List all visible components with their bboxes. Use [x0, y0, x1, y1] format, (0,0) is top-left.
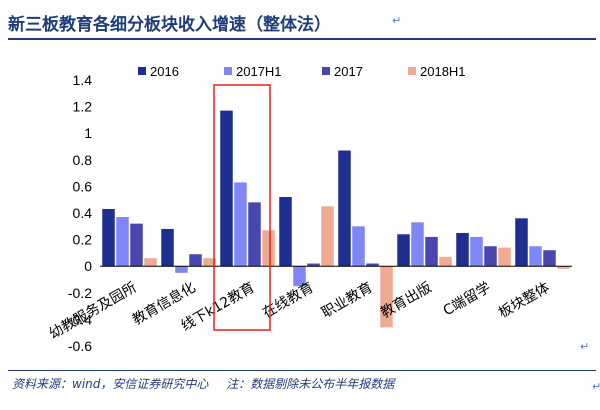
bar-chart: -0.6-0.4-0.200.20.40.60.811.21.4幼教服务及园所教… — [47, 64, 572, 354]
bar-2017h1 — [411, 222, 424, 267]
legend-label: 2017H1 — [236, 64, 282, 79]
header-rule — [8, 38, 596, 40]
bar-2017h1 — [116, 216, 129, 267]
bar-2017 — [425, 236, 438, 267]
bar-2018h1 — [262, 230, 275, 267]
category-label: 在线教育 — [260, 280, 316, 322]
bar-2017h1 — [529, 246, 542, 267]
bar-2017h1 — [234, 182, 247, 267]
source-text: 资料来源：wind，安信证券研究中心 — [12, 377, 209, 391]
legend-swatch — [322, 67, 330, 75]
paragraph-mark-icon: ↵ — [580, 340, 590, 353]
bar-2017h1 — [352, 226, 365, 267]
category-label: 板块整体 — [496, 280, 552, 322]
highlight-box — [213, 84, 271, 331]
bar-2018h1 — [439, 256, 452, 267]
bar-2018h1 — [380, 266, 393, 328]
bar-2017h1 — [175, 266, 188, 273]
paragraph-mark-icon: ↵ — [592, 380, 600, 393]
y-tick-label: 0.2 — [73, 232, 93, 248]
bar-2016 — [102, 209, 115, 267]
bar-2017h1 — [470, 236, 483, 267]
y-tick-label: -0.6 — [68, 338, 92, 354]
bar-2016 — [338, 150, 351, 267]
y-tick-label: 0.4 — [73, 205, 93, 221]
y-tick-label: 0 — [84, 258, 92, 274]
bar-2017 — [484, 246, 497, 267]
bar-2016 — [220, 110, 233, 267]
bar-2016 — [161, 228, 174, 267]
bar-2017 — [248, 202, 261, 267]
bar-2016 — [279, 197, 292, 267]
bar-2018h1 — [203, 258, 216, 267]
category-label: 幼教服务及园所 — [47, 280, 140, 343]
y-tick-label: -0.4 — [68, 311, 92, 327]
bar-2016 — [397, 234, 410, 267]
bar-2018h1 — [498, 247, 511, 267]
bar-2017h1 — [293, 266, 306, 287]
legend-swatch — [138, 67, 146, 75]
legend-label: 2016 — [150, 64, 179, 79]
bar-2018h1 — [321, 206, 334, 267]
legend-swatch — [224, 67, 232, 75]
bar-2017 — [366, 263, 379, 267]
bar-2017 — [543, 250, 556, 267]
note-text: 注：数据剔除未公布半年报数据 — [226, 377, 395, 391]
bar-2018h1 — [144, 258, 157, 267]
y-tick-label: 1 — [84, 125, 92, 141]
y-tick-label: 1.4 — [73, 72, 93, 88]
chart-title: 新三板教育各细分板块收入增速（整体法） — [8, 15, 331, 35]
y-tick-label: 0.8 — [73, 152, 93, 168]
y-tick-label: 0.6 — [73, 178, 93, 194]
bar-2018h1 — [557, 266, 570, 269]
y-tick-label: 1.2 — [73, 99, 93, 115]
category-label: 职业教育 — [319, 280, 375, 322]
bar-2016 — [456, 232, 469, 267]
legend-label: 2018H1 — [420, 64, 466, 79]
bar-2017 — [130, 223, 143, 267]
bar-2017 — [307, 263, 320, 267]
category-label: C端留学 — [441, 280, 494, 320]
source-note: 资料来源：wind，安信证券研究中心 注：数据剔除未公布半年报数据 — [12, 375, 408, 392]
paragraph-mark-icon: ↵ — [392, 14, 402, 27]
bar-2016 — [515, 218, 528, 267]
legend-swatch — [408, 67, 416, 75]
y-tick-label: -0.2 — [68, 285, 92, 301]
bar-2017 — [189, 254, 202, 267]
footer-rule — [8, 370, 596, 371]
legend-label: 2017 — [334, 64, 363, 79]
